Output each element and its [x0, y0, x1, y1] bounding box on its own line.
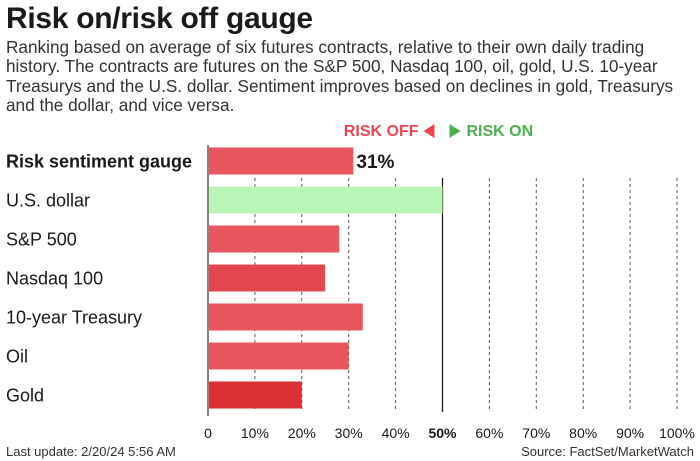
tick-label: 70% — [522, 425, 550, 441]
source-note: Source: FactSet/MarketWatch — [521, 444, 694, 459]
last-update: Last update: 2/20/24 5:56 AM — [6, 444, 176, 459]
risk-off-arrow-icon — [423, 124, 435, 138]
tick-label: 40% — [382, 425, 410, 441]
bar — [209, 381, 302, 409]
tick-label: 50% — [428, 425, 457, 441]
tick-label: 60% — [475, 425, 503, 441]
risk-on-label: RISK ON — [467, 123, 534, 140]
tick-label: 30% — [335, 425, 363, 441]
tick-label: 20% — [288, 425, 316, 441]
value-label: 31% — [356, 152, 394, 173]
tick-label: 80% — [569, 425, 597, 441]
bar — [209, 225, 340, 253]
chart-subtitle: Ranking based on average of six futures … — [6, 37, 674, 116]
tick-label: 90% — [616, 425, 644, 441]
bar — [209, 342, 349, 370]
category-label: Gold — [6, 386, 44, 406]
bar — [209, 147, 354, 175]
tick-label: 100% — [659, 425, 695, 441]
category-label: Risk sentiment gauge — [6, 152, 192, 172]
bar — [209, 186, 443, 214]
risk-off-label: RISK OFF — [344, 123, 419, 140]
category-label: 10-year Treasury — [6, 308, 142, 328]
category-label: Nasdaq 100 — [6, 269, 103, 289]
category-label: U.S. dollar — [6, 191, 90, 211]
category-label: S&P 500 — [6, 230, 77, 250]
tick-label: 0 — [204, 425, 212, 441]
tick-label: 10% — [241, 425, 269, 441]
category-label: Oil — [6, 347, 28, 367]
chart-title: Risk on/risk off gauge — [6, 2, 313, 35]
bar — [209, 303, 363, 331]
bar — [209, 264, 326, 292]
risk-on-arrow-icon — [449, 124, 461, 138]
